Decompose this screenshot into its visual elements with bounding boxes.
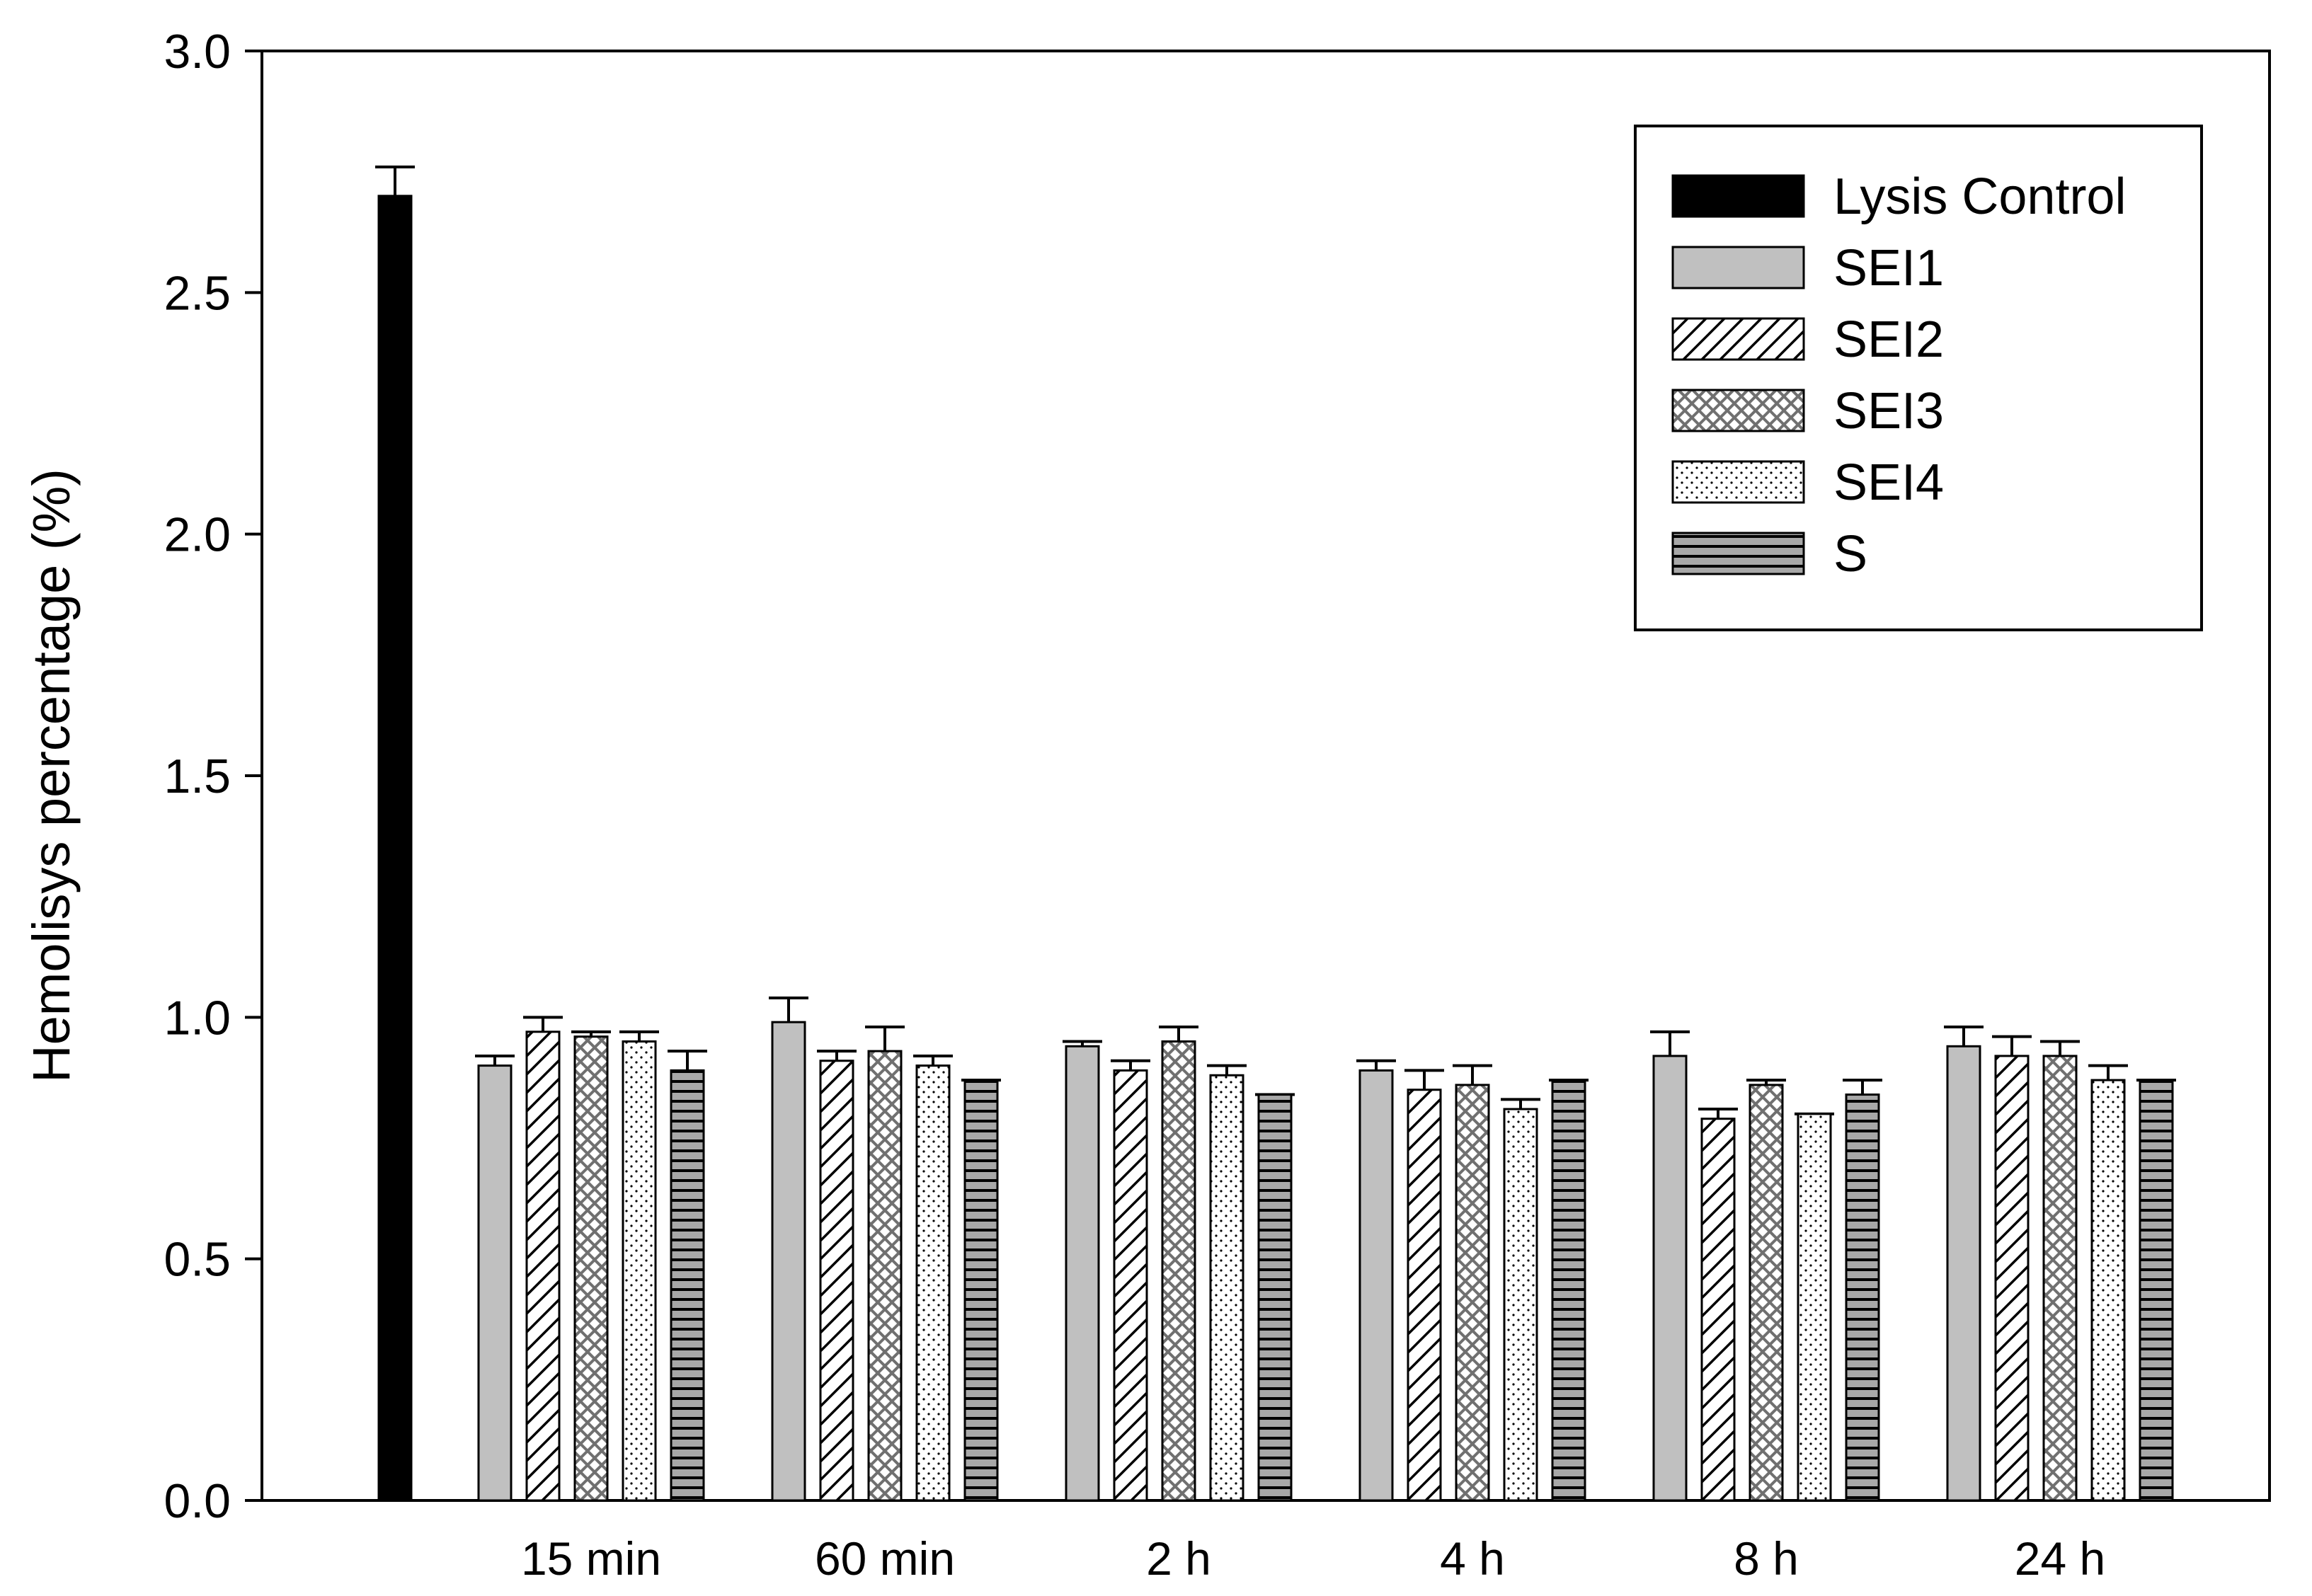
legend-label: S (1833, 526, 1867, 582)
bar-s-8h (1845, 1093, 1880, 1502)
bar-sei4-2h (1209, 1074, 1244, 1502)
bar-sei2-4h (1407, 1089, 1442, 1502)
x-tick-label: 15 min (521, 1532, 661, 1585)
bar-sei3-24h (2042, 1055, 2078, 1502)
x-axis: 15 min 60 min 2 h 4 h 8 h 24 h (521, 1532, 2105, 1585)
y-tick-label: 0.0 (164, 1474, 231, 1528)
bar-sei2-8h (1700, 1118, 1736, 1502)
bar-sei4-4h (1503, 1108, 1538, 1502)
y-tick-label: 1.0 (164, 991, 231, 1045)
bar-sei3-60min (867, 1050, 903, 1502)
x-tick-label: 4 h (1440, 1532, 1505, 1585)
x-tick-label: 60 min (815, 1532, 955, 1585)
bar-sei4-8h (1797, 1113, 1832, 1502)
bar-sei2-2h (1113, 1069, 1148, 1502)
x-tick-label: 2 h (1146, 1532, 1211, 1585)
y-tick-label: 3.0 (164, 25, 231, 79)
bar-sei1-2h (1065, 1045, 1100, 1502)
bar-sei3-4h (1455, 1084, 1490, 1502)
lysis-control-bar (377, 195, 413, 1502)
bar-sei2-60min (819, 1060, 854, 1502)
bar-sei2-24h (1994, 1055, 2030, 1502)
legend-label: SEI4 (1833, 454, 1944, 511)
x-tick-label: 24 h (2015, 1532, 2105, 1585)
bar-sei4-24h (2090, 1079, 2126, 1502)
bar-s-4h (1551, 1079, 1586, 1502)
legend-swatch (1671, 246, 1805, 289)
bar-sei1-24h (1946, 1045, 1981, 1502)
bar-sei3-15min (573, 1035, 609, 1502)
legend-swatch (1671, 174, 1805, 218)
legend-label: SEI2 (1833, 311, 1944, 368)
y-tick-label: 0.5 (164, 1233, 231, 1287)
legend: Lysis Control SEI1 SEI2 SEI3 SEI4 S (1634, 125, 2203, 631)
y-axis-title: Hemolisys percentage (%) (22, 469, 81, 1083)
bars (375, 165, 2176, 1502)
bar-sei1-60min (771, 1021, 806, 1502)
bar-s-2h (1257, 1093, 1293, 1502)
y-axis: 0.0 0.5 1.0 1.5 2.0 2.5 3.0 (164, 25, 262, 1528)
bar-sei4-15min (622, 1040, 657, 1502)
bar-sei3-8h (1749, 1084, 1784, 1502)
legend-swatch (1671, 460, 1805, 504)
bar-sei2-15min (525, 1030, 561, 1502)
bar-sei1-8h (1652, 1055, 1688, 1502)
legend-label: SEI1 (1833, 240, 1944, 297)
legend-swatch (1671, 317, 1805, 361)
bar-s-15min (670, 1069, 705, 1502)
y-tick-label: 1.5 (164, 750, 231, 803)
legend-label: SEI3 (1833, 383, 1944, 440)
y-tick-label: 2.0 (164, 508, 231, 562)
bar-s-24h (2139, 1079, 2174, 1502)
bar-sei4-60min (915, 1064, 951, 1502)
bar-sei1-15min (477, 1064, 513, 1502)
legend-swatch (1671, 389, 1805, 432)
bar-s-60min (963, 1079, 999, 1502)
legend-swatch (1671, 532, 1805, 575)
y-tick-label: 2.5 (164, 266, 231, 320)
bar-sei3-2h (1161, 1040, 1196, 1502)
bar-sei1-4h (1358, 1069, 1394, 1502)
x-tick-label: 8 h (1734, 1532, 1799, 1585)
legend-label: Lysis Control (1833, 168, 2126, 225)
